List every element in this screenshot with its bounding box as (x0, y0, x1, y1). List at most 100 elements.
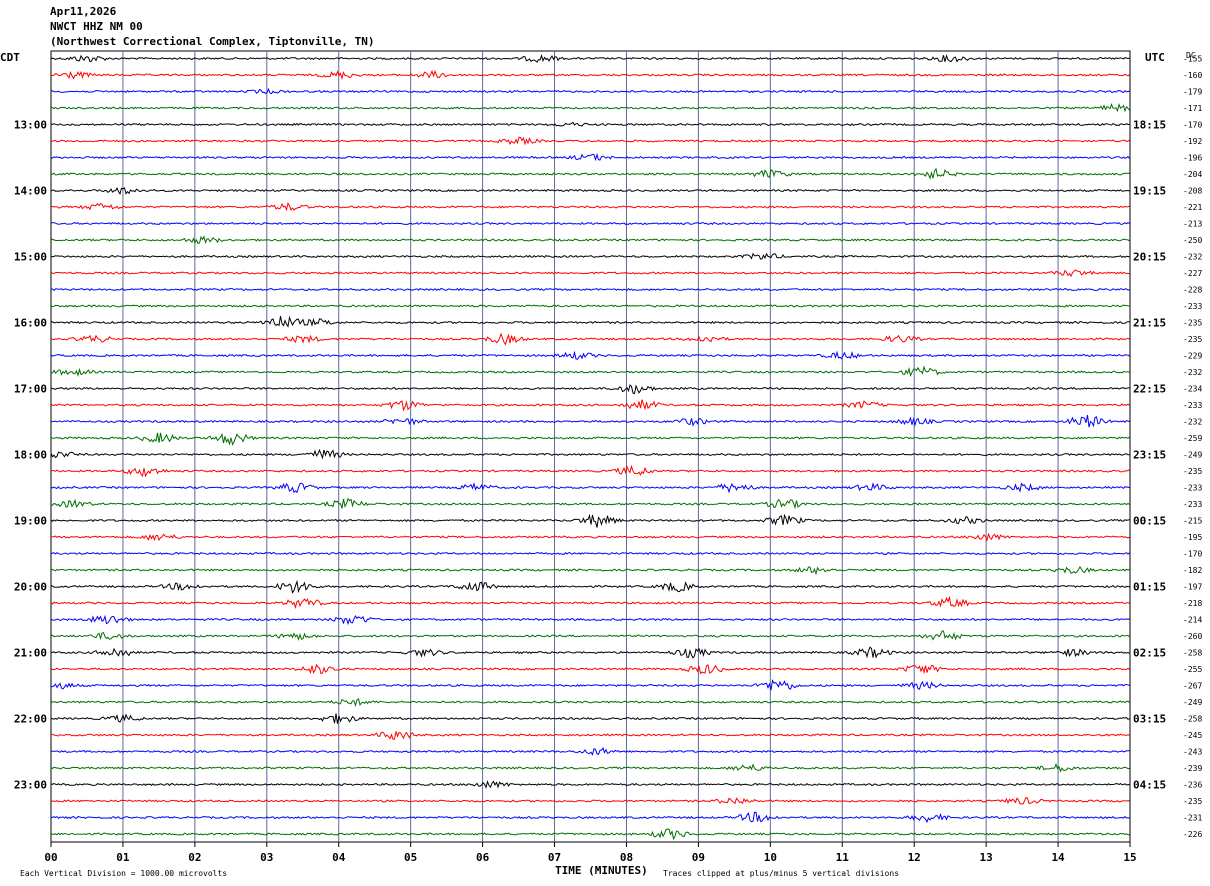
dc-offset-label: -214 (1183, 616, 1202, 625)
dc-offset-label: -239 (1183, 764, 1202, 773)
seismic-trace-row (50, 697, 1130, 708)
seismic-trace-row (50, 796, 1130, 805)
right-hour-label: 18:15 (1133, 119, 1166, 132)
right-hour-label: 20:15 (1133, 251, 1166, 264)
seismic-trace-row (50, 811, 1130, 824)
x-tick-label: 10 (764, 851, 777, 864)
seismic-trace-row (51, 747, 1130, 756)
dc-offset-label: -208 (1183, 187, 1202, 196)
right-hour-label: 21:15 (1133, 317, 1166, 330)
dc-offset-label: -171 (1183, 104, 1202, 113)
right-hour-label: 23:15 (1133, 449, 1166, 462)
seismic-trace-row (50, 384, 1130, 395)
dc-offset-label: -213 (1183, 220, 1202, 229)
dc-offset-label: -231 (1183, 814, 1202, 823)
seismic-trace-row (50, 565, 1130, 576)
seismic-trace-row (50, 221, 1130, 226)
left-hour-label: 21:00 (14, 647, 47, 660)
seismic-trace-row (50, 646, 1130, 659)
x-tick-label: 13 (980, 851, 993, 864)
x-tick-label: 00 (44, 851, 57, 864)
x-tick-label: 05 (404, 851, 417, 864)
seismic-trace-row (51, 332, 1130, 346)
seismic-trace-row (50, 579, 1130, 594)
seismic-trace-row (50, 731, 1130, 740)
seismic-trace-row (50, 287, 1130, 292)
dc-offset-label: -232 (1183, 418, 1202, 427)
dc-offset-label: -232 (1183, 253, 1202, 262)
dc-offset-label: -170 (1183, 550, 1202, 559)
dc-offset-label: -260 (1183, 632, 1202, 641)
seismic-trace-row (50, 315, 1130, 328)
clip-note: Traces clipped at plus/minus 5 vertical … (663, 869, 899, 878)
x-tick-label: 14 (1051, 851, 1065, 864)
trace-lines (50, 53, 1130, 841)
dc-offset-label: -258 (1183, 649, 1202, 658)
x-tick-label: 04 (332, 851, 346, 864)
seismic-trace-row (50, 595, 1130, 609)
seismic-trace-row (50, 497, 1130, 510)
right-hour-label: 01:15 (1133, 581, 1166, 594)
dc-offset-label: -229 (1183, 352, 1202, 361)
dc-offset-label: -250 (1183, 236, 1202, 245)
seismic-trace-row (50, 414, 1130, 428)
left-hour-label: 18:00 (14, 449, 47, 462)
x-tick-label: 11 (836, 851, 850, 864)
seismic-trace-row (50, 365, 1130, 378)
seismic-trace-row (50, 551, 1130, 556)
seismic-trace-row (50, 350, 1130, 360)
seismic-trace-row (50, 269, 1130, 278)
seismic-trace-row (50, 252, 1130, 260)
right-hour-label: 00:15 (1133, 515, 1166, 528)
dc-offset-label: -233 (1183, 302, 1202, 311)
dc-offset-label: -235 (1183, 319, 1202, 328)
right-hour-label: 04:15 (1133, 779, 1166, 792)
seismic-trace-row (50, 187, 1130, 196)
x-tick-label: 02 (188, 851, 201, 864)
seismic-trace-row (50, 679, 1130, 691)
seismic-trace-row (50, 136, 1130, 146)
dc-offset-header: DC (1186, 51, 1196, 60)
dc-offset-label: -179 (1183, 88, 1202, 97)
x-tick-label: 15 (1123, 851, 1136, 864)
seismic-trace-row (50, 482, 1130, 494)
seismic-trace-row (50, 713, 1130, 724)
grid-lines (50, 50, 1131, 847)
seismic-trace-row (50, 630, 1130, 641)
dc-offset-label: -155 (1183, 55, 1202, 64)
dc-offset-label: -233 (1183, 484, 1202, 493)
seismic-trace-row (50, 663, 1130, 675)
seismic-trace-row (50, 763, 1130, 773)
seismic-trace-row (50, 780, 1130, 789)
seismic-trace-row (50, 828, 1130, 841)
dc-offset-label: -197 (1183, 583, 1202, 592)
dc-offset-label: -195 (1183, 533, 1202, 542)
chart-date: Apr11,2026 (50, 5, 117, 18)
seismic-trace-row (50, 87, 1130, 95)
dc-offset-label: -235 (1183, 797, 1202, 806)
plot-frame (50, 50, 1131, 843)
dc-offset-label: -170 (1183, 121, 1202, 130)
dc-offset-label: -233 (1183, 401, 1202, 410)
left-hour-label: 14:00 (14, 185, 47, 198)
dc-offset-label: -236 (1183, 781, 1202, 790)
left-hour-label: 17:00 (14, 383, 47, 396)
dc-offset-label: -218 (1183, 599, 1202, 608)
right-hour-label: 22:15 (1133, 383, 1166, 396)
dc-offset-label: -192 (1183, 137, 1202, 146)
dc-offset-label: -258 (1183, 715, 1202, 724)
dc-offset-label: -243 (1183, 748, 1202, 757)
dc-offset-label: -233 (1183, 500, 1202, 509)
seismic-trace-row (50, 121, 1130, 127)
dc-offset-label: -249 (1183, 451, 1202, 460)
seismic-trace-row (50, 399, 1130, 412)
dc-offset-label: -249 (1183, 698, 1202, 707)
dc-offset-label: -245 (1183, 731, 1202, 740)
seismic-trace-row (50, 152, 1130, 162)
left-hour-label: 22:00 (14, 713, 47, 726)
seismic-trace-row (50, 69, 1130, 81)
right-hour-label: 19:15 (1133, 185, 1166, 198)
axis-labels: 00 01 02 03 04 05 06 07 08 09 10 11 12 13 14 15 -155 -160… (14, 55, 1203, 865)
dc-offset-label: -196 (1183, 154, 1202, 163)
seismic-trace-row (50, 102, 1130, 113)
